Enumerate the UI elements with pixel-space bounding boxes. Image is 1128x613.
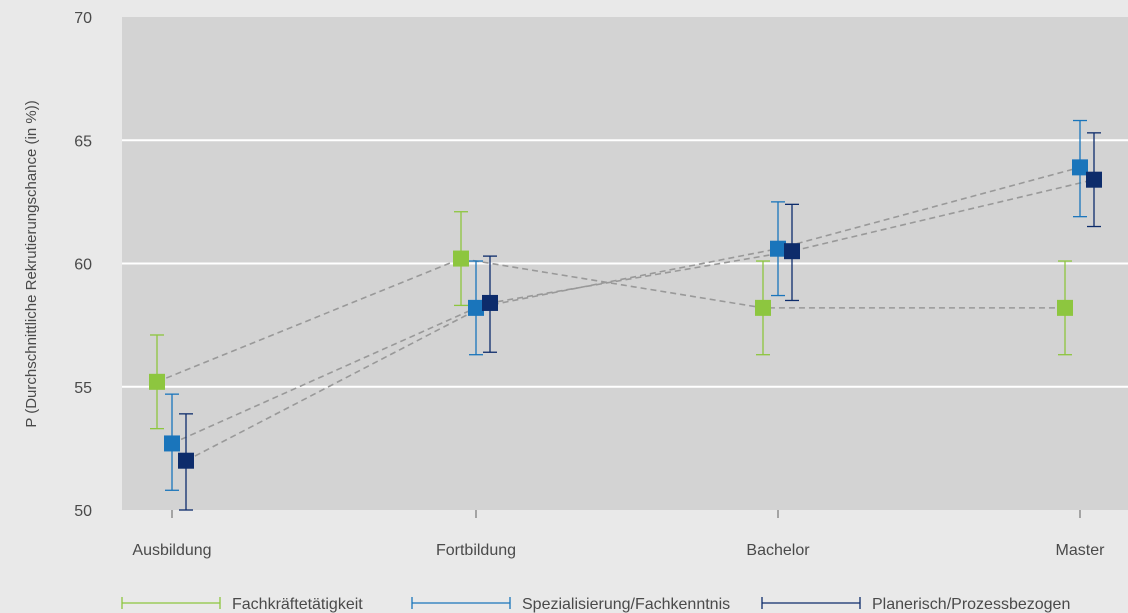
point-0-0 [149, 373, 165, 390]
legend-label-0: Fachkräftetätigkeit [232, 596, 363, 613]
point-2-2 [784, 243, 800, 260]
y-axis-ticks: 50 55 60 65 70 [74, 10, 92, 520]
data-points [149, 159, 1102, 469]
y-tick-label-55: 55 [74, 380, 92, 397]
x-tick-label-2: Bachelor [746, 542, 810, 559]
point-2-3 [1086, 171, 1102, 188]
y-tick-label-70: 70 [74, 10, 92, 27]
gridlines [122, 139, 1128, 388]
legend-item-0: Fachkräftetätigkeit [121, 596, 363, 613]
legend-label-2: Planerisch/Prozessbezogen [872, 596, 1070, 613]
connector-lines [156, 166, 1095, 462]
y-tick-label-50: 50 [74, 503, 92, 520]
point-0-2 [755, 299, 771, 316]
point-1-1 [468, 299, 484, 316]
y-tick-label-65: 65 [74, 133, 92, 150]
x-axis-ticks: Ausbildung Fortbildung Bachelor Master [132, 510, 1105, 559]
y-axis-title: P (Durchschnittliche Rekrutierungschance… [23, 100, 40, 427]
legend: Fachkräftetätigkeit Spezialisierung/Fachk… [121, 596, 1070, 613]
x-tick-label-3: Master [1056, 542, 1106, 559]
point-0-3 [1057, 299, 1073, 316]
y-tick-label-60: 60 [74, 257, 92, 274]
point-1-2 [770, 240, 786, 257]
point-1-0 [164, 435, 180, 452]
legend-item-1: Spezialisierung/Fachkenntnis [411, 596, 730, 613]
legend-label-1: Spezialisierung/Fachkenntnis [522, 596, 730, 613]
connector-2 [185, 178, 1095, 462]
point-1-3 [1072, 159, 1088, 176]
legend-item-2: Planerisch/Prozessbezogen [761, 596, 1070, 613]
point-2-0 [178, 452, 194, 469]
point-2-1 [482, 294, 498, 311]
connector-0 [156, 257, 1065, 383]
point-0-1 [453, 250, 469, 267]
x-tick-label-1: Fortbildung [436, 542, 516, 559]
x-tick-label-0: Ausbildung [132, 542, 211, 559]
